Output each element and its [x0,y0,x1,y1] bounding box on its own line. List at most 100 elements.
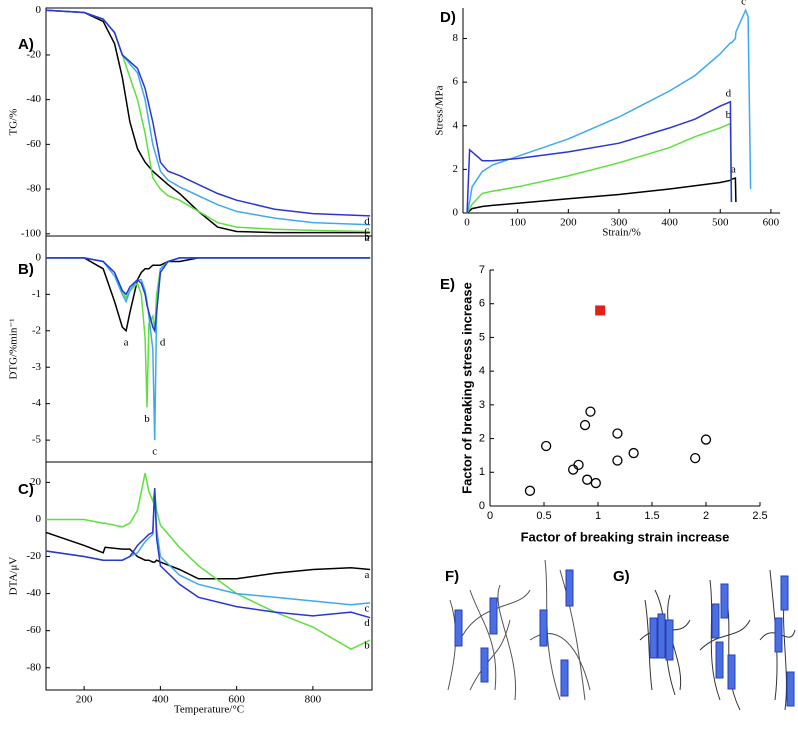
point [541,440,552,452]
x-tick-label: 2 [703,510,709,522]
series-label: d [364,617,370,629]
series-line [466,177,737,214]
illustration-g-platelets [649,575,795,707]
series-line [45,491,371,606]
series-label: c [741,0,746,8]
series-line [466,122,733,214]
x-tick-label: 600 [763,217,780,229]
point [573,459,584,471]
y-tick-label: -40 [26,587,41,599]
point [579,419,591,431]
series-line [466,8,752,214]
y-tick-label: 3 [479,399,485,411]
y-tick-label: -80 [26,661,41,673]
panel-label: D) [440,9,456,26]
x-tick-label: 300 [611,217,628,229]
panel-label: E) [440,276,455,293]
series-line [46,257,371,441]
y-tick-label: -20 [26,550,41,562]
y-tick-label: -80 [26,183,41,195]
x-tick-label: 0 [464,217,470,229]
plot-frame [45,235,373,463]
series-label: a [124,336,129,348]
point [582,474,593,485]
y-tick-label: 4 [453,119,459,131]
y-tick-label: -3 [32,361,42,373]
x-axis-label: Temperature/°C [174,704,244,716]
point [568,464,579,475]
y-tick-label: 0 [36,513,42,525]
x-tick-label: 200 [76,694,93,706]
series-label: b [364,639,370,651]
point [628,447,639,459]
y-axis-label: Stress/MPa [434,85,446,135]
y-tick-label: 7 [479,264,485,276]
y-tick-label: -60 [26,624,41,636]
series-label: b [726,109,732,121]
y-tick-label: -60 [26,138,41,150]
series-label: a [731,164,736,176]
series-label: d [726,87,732,99]
series-label: c [365,224,370,236]
x-axis-label: Factor of breaking strain increase [521,529,730,544]
y-tick-label: -2 [32,324,41,336]
point [612,428,623,439]
x-tick-label: 400 [661,217,678,229]
y-tick-label: -20 [26,48,41,60]
series-label: b [364,231,370,243]
series-line [46,257,371,333]
y-tick-label: 20 [30,476,42,488]
series-label: b [144,413,150,425]
y-tick-label: 4 [479,365,485,377]
y-axis-label: TG/% [8,109,20,136]
y-tick-label: 2 [453,163,459,175]
y-axis-label: DTG/%min⁻¹ [8,318,20,379]
series-label: c [152,446,157,458]
x-tick-label: 500 [712,217,729,229]
point [690,452,701,464]
y-tick-label: -4 [32,397,42,409]
panel-label: A) [18,36,34,53]
x-axis-label: Strain/% [602,227,641,239]
series-line [45,9,371,226]
y-tick-label: 0 [36,4,42,16]
plot-frame [45,461,373,691]
y-tick-label: 6 [453,76,459,88]
series-line [45,9,371,234]
y-tick-label: 0 [453,207,459,219]
x-tick-label: 2.5 [752,510,767,522]
panel-label: C) [18,481,34,498]
panel-label: G) [613,568,630,585]
y-tick-label: -1 [32,288,41,300]
y-tick-label: 0 [36,251,42,263]
point [700,434,712,445]
series-line [466,100,733,214]
x-tick-label: 100 [509,217,526,229]
series-label: a [365,232,370,244]
plot-frame [45,7,373,237]
point [612,455,623,466]
x-tick-label: 200 [560,217,577,229]
x-tick-label: 0.5 [536,510,551,522]
series-line [45,487,371,619]
y-tick-label: -40 [26,93,41,105]
panel-label: B) [18,261,34,278]
y-tick-label: 6 [479,298,485,310]
y-tick-label: 1 [479,466,485,478]
point [585,406,596,417]
y-tick-label: -100 [21,227,42,239]
panel-label: F) [445,568,459,585]
y-axis-label: DTA/μV [8,557,20,596]
x-tick-label: 1 [595,510,601,522]
y-tick-label: 0 [479,500,485,512]
series-line [45,531,371,580]
series-label: c [365,602,370,614]
x-tick-label: 800 [305,694,322,706]
y-tick-label: 2 [479,432,485,444]
y-tick-label: 5 [479,331,485,343]
x-tick-label: 1.5 [644,510,659,522]
illustration-f-platelets [454,569,574,697]
series-label: d [160,336,166,348]
series-line [45,9,371,233]
